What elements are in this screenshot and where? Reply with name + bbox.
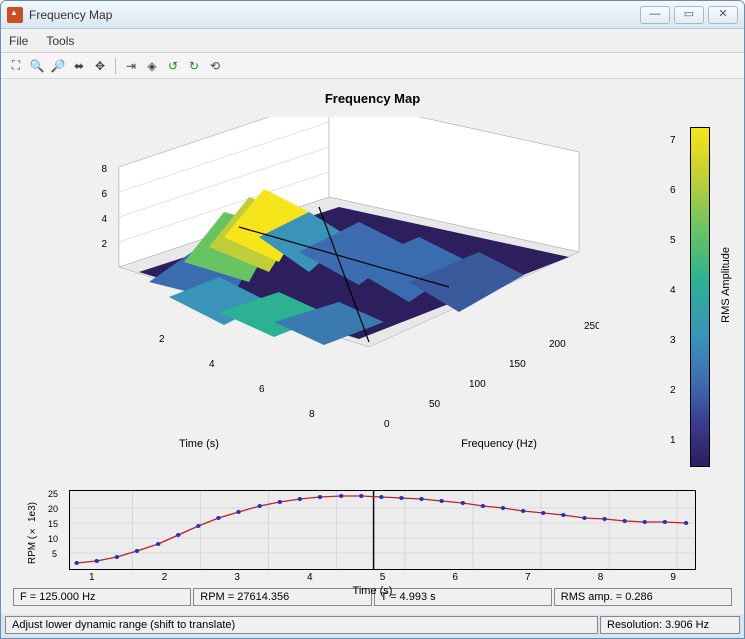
chart-title: Frequency Map — [9, 87, 736, 108]
ytick: 250 — [584, 321, 599, 332]
titlebar: Frequency Map — ▭ ✕ — [1, 1, 744, 29]
layers-icon[interactable]: ◈ — [143, 57, 161, 75]
app-window: Frequency Map — ▭ ✕ File Tools ⛶ 🔍 🔎 ⬌ ✥… — [0, 0, 745, 639]
window-title: Frequency Map — [29, 8, 640, 22]
cbar-tick: 7 — [670, 135, 676, 146]
rotate-right-icon[interactable]: ↻ — [185, 57, 203, 75]
rpm-xtick: 9 — [670, 572, 676, 583]
menu-file[interactable]: File — [9, 34, 28, 48]
colorbar-gradient — [690, 127, 710, 467]
rpm-xtick: 6 — [452, 572, 458, 583]
pan-icon[interactable]: ⬌ — [70, 57, 88, 75]
matlab-icon — [7, 7, 23, 23]
ytick: 100 — [469, 379, 486, 390]
minimize-button[interactable]: — — [640, 6, 670, 24]
rpm-ylabel: RPM (× 1e3) — [27, 502, 38, 564]
ztick: 4 — [101, 214, 107, 225]
xtick: 8 — [309, 409, 315, 420]
xtick: 6 — [259, 384, 265, 395]
window-buttons: — ▭ ✕ — [640, 6, 738, 24]
cbar-tick: 5 — [670, 235, 676, 246]
rpm-ytick: 25 — [48, 489, 58, 499]
rpm-xtick: 7 — [525, 572, 531, 583]
zoom-out-icon[interactable]: 🔎 — [49, 57, 67, 75]
xtick: 2 — [159, 334, 165, 345]
surface-3d-plot[interactable]: 2 4 6 8 — [49, 117, 599, 477]
rpm-xtick: 1 — [89, 572, 95, 583]
rpm-ytick: 20 — [48, 504, 58, 514]
ytick: 50 — [429, 399, 441, 410]
rpm-plot[interactable]: 5 10 15 20 25 — [69, 490, 696, 570]
zoom-in-icon[interactable]: 🔍 — [28, 57, 46, 75]
ytick: 200 — [549, 339, 566, 350]
cbar-tick: 2 — [670, 385, 676, 396]
plot-area: Frequency Map 2 4 6 8 — [9, 87, 736, 582]
close-button[interactable]: ✕ — [708, 6, 738, 24]
rpm-xtick: 2 — [162, 572, 168, 583]
cbar-tick: 6 — [670, 185, 676, 196]
cbar-tick: 3 — [670, 335, 676, 346]
colorbar: 7 6 5 4 3 2 1 RMS Amplitude — [670, 127, 730, 497]
rotate-left-icon[interactable]: ↺ — [164, 57, 182, 75]
resolution-cell: Resolution: 3.906 Hz — [600, 616, 740, 634]
cbar-tick: 4 — [670, 285, 676, 296]
rpm-xtick: 4 — [307, 572, 313, 583]
rpm-xlabel: Time (s) — [9, 585, 736, 597]
menubar: File Tools — [1, 29, 744, 53]
menu-tools[interactable]: Tools — [46, 34, 74, 48]
rotate-3d-icon[interactable]: ⟲ — [206, 57, 224, 75]
colorbar-label: RMS Amplitude — [720, 247, 732, 323]
toolbar: ⛶ 🔍 🔎 ⬌ ✥ ⇥ ◈ ↺ ↻ ⟲ — [1, 53, 744, 79]
ztick: 8 — [101, 164, 107, 175]
ztick: 6 — [101, 189, 107, 200]
ztick: 2 — [101, 239, 107, 250]
maximize-button[interactable]: ▭ — [674, 6, 704, 24]
cbar-tick: 1 — [670, 435, 676, 446]
rpm-xtick: 3 — [234, 572, 240, 583]
rpm-xtick: 8 — [598, 572, 604, 583]
bottom-bar: Adjust lower dynamic range (shift to tra… — [1, 614, 744, 638]
data-cursor-icon[interactable]: ✥ — [91, 57, 109, 75]
ytick: 0 — [384, 419, 390, 430]
rpm-ytick: 5 — [52, 549, 57, 559]
ytick: 150 — [509, 359, 526, 370]
rpm-xtick: 5 — [380, 572, 386, 583]
xlabel-3d: Time (s) — [179, 438, 219, 450]
collapse-icon[interactable]: ⇥ — [122, 57, 140, 75]
rpm-ytick: 10 — [48, 534, 58, 544]
rpm-ytick: 15 — [48, 519, 58, 529]
xtick: 4 — [209, 359, 215, 370]
hint-cell: Adjust lower dynamic range (shift to tra… — [5, 616, 598, 634]
separator — [115, 58, 116, 74]
home-icon[interactable]: ⛶ — [7, 57, 25, 75]
content-area: Frequency Map 2 4 6 8 — [1, 79, 744, 614]
ylabel-3d: Frequency (Hz) — [461, 438, 537, 450]
